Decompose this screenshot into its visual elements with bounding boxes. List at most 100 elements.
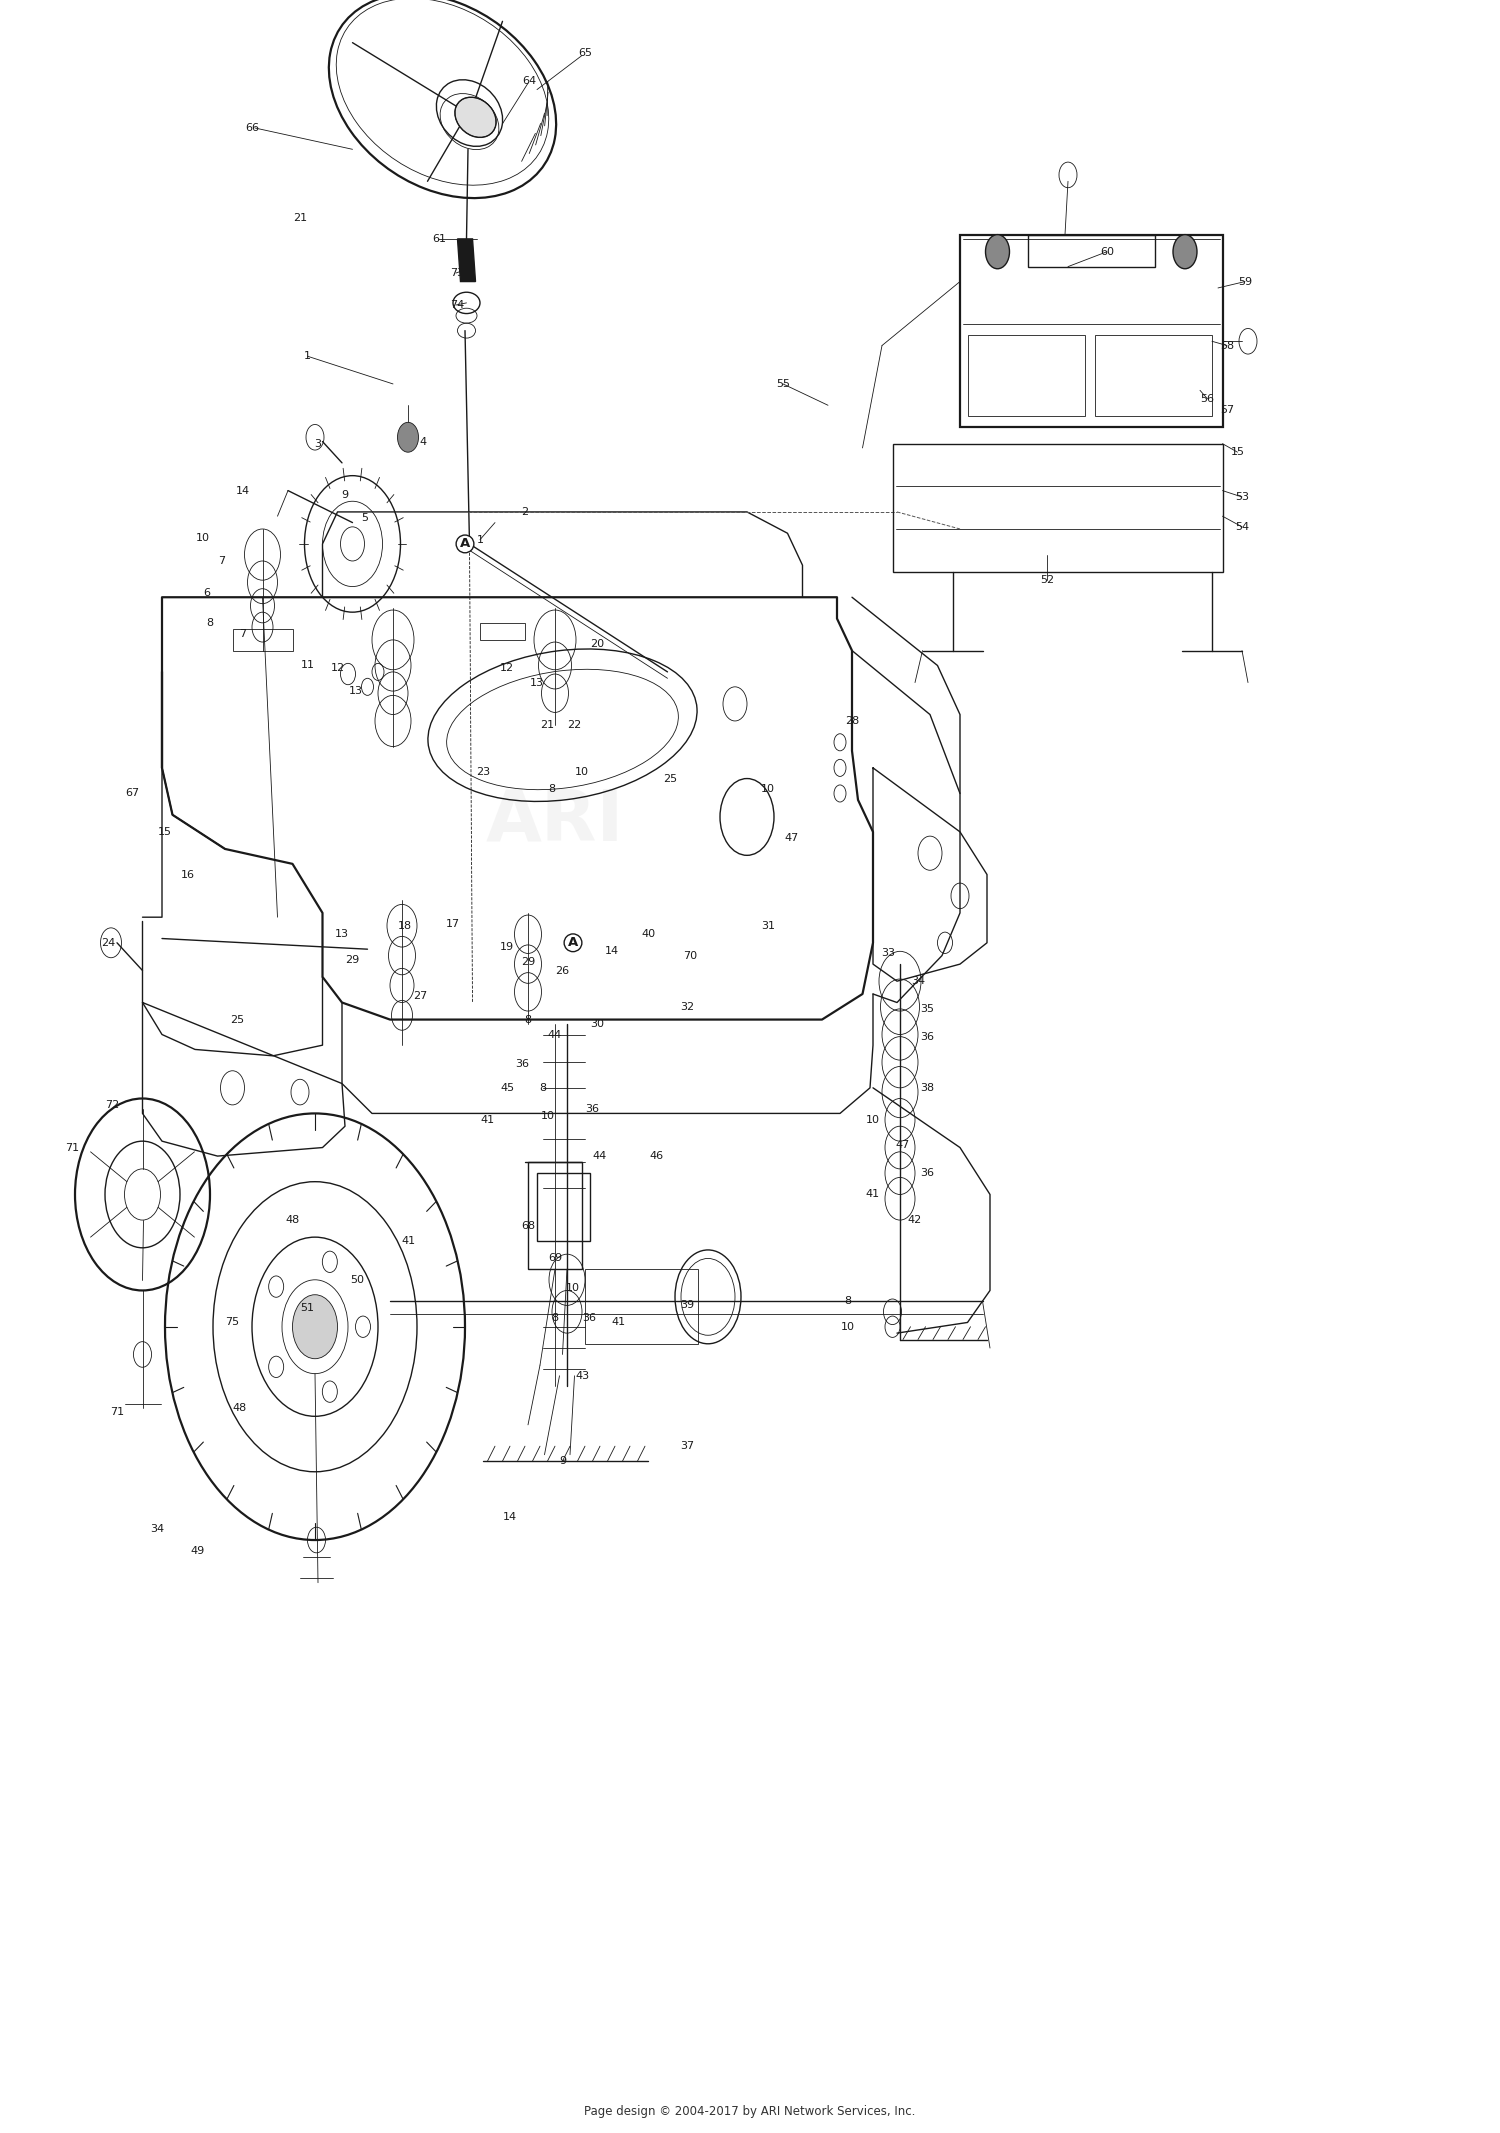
Text: 10: 10 (195, 533, 210, 542)
Text: 61: 61 (432, 235, 447, 243)
Text: 16: 16 (180, 870, 195, 879)
Text: 40: 40 (640, 930, 656, 939)
Text: 36: 36 (582, 1314, 597, 1322)
Text: 52: 52 (1040, 576, 1054, 584)
Text: 67: 67 (124, 789, 140, 798)
Text: 14: 14 (236, 486, 250, 495)
Text: 5: 5 (362, 514, 368, 523)
Text: 26: 26 (555, 966, 570, 975)
Circle shape (398, 422, 418, 452)
Text: 35: 35 (920, 1005, 934, 1013)
Text: 6: 6 (204, 589, 210, 597)
Text: 8: 8 (549, 785, 555, 793)
Text: 64: 64 (522, 77, 537, 85)
Text: 75: 75 (225, 1318, 240, 1327)
Text: 23: 23 (476, 768, 490, 776)
Text: 22: 22 (567, 721, 582, 729)
Text: 37: 37 (680, 1442, 694, 1450)
Text: 30: 30 (590, 1020, 604, 1028)
Text: 29: 29 (520, 958, 536, 966)
Text: 34: 34 (910, 977, 926, 985)
Text: 41: 41 (610, 1318, 626, 1327)
Text: 57: 57 (1220, 405, 1234, 414)
Text: 24: 24 (100, 939, 116, 947)
Text: 55: 55 (776, 380, 790, 388)
Text: A: A (568, 936, 578, 949)
Text: 14: 14 (503, 1512, 518, 1521)
Text: 47: 47 (784, 834, 800, 843)
Text: 3: 3 (315, 439, 321, 448)
Text: 7: 7 (240, 629, 246, 638)
Circle shape (1173, 235, 1197, 269)
Text: 10: 10 (865, 1116, 880, 1124)
Text: 58: 58 (1220, 341, 1234, 350)
Text: 21: 21 (540, 721, 555, 729)
Text: 49: 49 (190, 1546, 206, 1555)
Text: 44: 44 (548, 1030, 562, 1039)
Text: 8: 8 (844, 1297, 850, 1305)
Text: 1: 1 (304, 352, 310, 360)
Bar (232, 629, 292, 651)
Text: 36: 36 (920, 1032, 934, 1041)
Text: 31: 31 (760, 921, 776, 930)
Text: 10: 10 (574, 768, 590, 776)
Text: 53: 53 (1234, 493, 1250, 501)
Circle shape (986, 235, 1010, 269)
Bar (1028, 235, 1155, 267)
Text: 10: 10 (840, 1322, 855, 1331)
Text: 69: 69 (548, 1254, 562, 1263)
Bar (968, 335, 1084, 416)
Bar (892, 444, 1222, 572)
Text: 74: 74 (450, 301, 465, 309)
Text: ARI: ARI (486, 787, 624, 855)
Text: 14: 14 (604, 947, 619, 956)
Text: 8: 8 (540, 1084, 546, 1092)
Text: 4: 4 (420, 437, 426, 446)
Text: 13: 13 (348, 687, 363, 695)
Text: 46: 46 (650, 1152, 664, 1160)
Text: 29: 29 (345, 956, 360, 964)
Text: 41: 41 (480, 1116, 495, 1124)
Text: 41: 41 (865, 1190, 880, 1199)
Text: A: A (460, 540, 470, 548)
Text: 33: 33 (880, 949, 896, 958)
Circle shape (292, 1295, 338, 1359)
Bar (1095, 335, 1212, 416)
Text: Page design © 2004-2017 by ARI Network Services, Inc.: Page design © 2004-2017 by ARI Network S… (585, 2105, 915, 2118)
Text: 9: 9 (560, 1457, 566, 1465)
Text: 44: 44 (592, 1152, 608, 1160)
Text: 36: 36 (920, 1169, 934, 1177)
Text: 11: 11 (300, 661, 315, 670)
Text: 15: 15 (1230, 448, 1245, 456)
Text: 51: 51 (300, 1303, 315, 1312)
Text: 15: 15 (158, 828, 172, 836)
Text: 8: 8 (525, 1015, 531, 1024)
Text: 10: 10 (760, 785, 776, 793)
Bar (528, 1162, 582, 1269)
Text: 21: 21 (292, 213, 308, 222)
Text: 70: 70 (682, 951, 698, 960)
Text: 2: 2 (522, 508, 528, 516)
Text: 73: 73 (450, 269, 465, 277)
Text: 60: 60 (1100, 247, 1114, 256)
Text: 59: 59 (1238, 277, 1252, 286)
Text: 56: 56 (1200, 395, 1215, 403)
Text: 17: 17 (446, 919, 460, 928)
Text: 12: 12 (500, 663, 514, 672)
Text: 48: 48 (285, 1216, 300, 1224)
Text: 27: 27 (413, 992, 428, 1000)
Text: 50: 50 (350, 1276, 364, 1284)
Text: 10: 10 (566, 1284, 580, 1293)
Text: 71: 71 (110, 1408, 125, 1416)
Text: 65: 65 (578, 49, 592, 58)
Text: 48: 48 (232, 1404, 248, 1412)
Bar (537, 1173, 590, 1241)
Text: 7: 7 (219, 557, 225, 565)
Text: 66: 66 (244, 124, 260, 132)
Text: 13: 13 (334, 930, 350, 939)
Text: 54: 54 (1234, 523, 1250, 531)
Text: 72: 72 (105, 1101, 120, 1109)
Text: 36: 36 (585, 1105, 600, 1113)
Text: 43: 43 (574, 1372, 590, 1380)
Text: 9: 9 (342, 491, 348, 499)
